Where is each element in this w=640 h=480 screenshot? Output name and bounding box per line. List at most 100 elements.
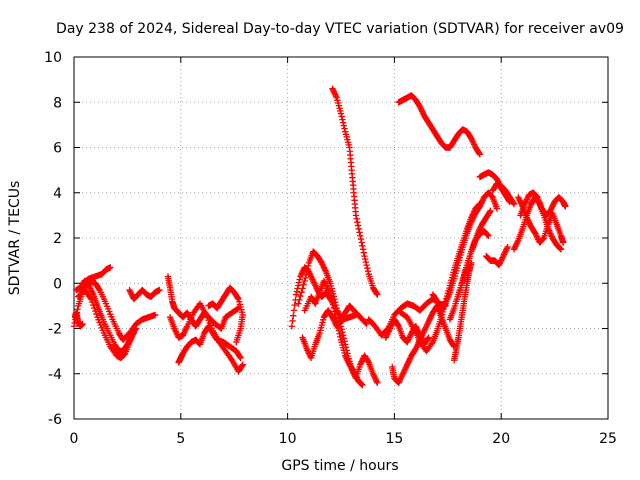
data-point — [362, 319, 369, 327]
series-track-01 — [70, 277, 159, 344]
series-track-27 — [489, 180, 518, 208]
series-track-14 — [299, 302, 370, 362]
series-track-07 — [164, 273, 242, 332]
x-tick-label: 10 — [279, 431, 297, 447]
y-tick-label: -2 — [48, 322, 62, 338]
data-point — [329, 298, 336, 305]
y-tick-label: 0 — [53, 276, 62, 292]
series-track-30 — [515, 194, 567, 246]
data-point — [510, 200, 518, 208]
data-point — [297, 292, 304, 300]
data-point — [339, 119, 347, 126]
data-point — [475, 149, 483, 157]
data-point — [341, 125, 348, 132]
data-point — [352, 212, 360, 219]
x-tick-label: 20 — [492, 431, 510, 447]
data-point — [357, 235, 365, 243]
data-point — [358, 239, 365, 246]
data-point — [70, 323, 78, 330]
y-axis-label: SDTVAR / TECUs — [7, 181, 23, 296]
data-point — [557, 246, 565, 253]
y-tick-label: 4 — [53, 186, 62, 202]
data-point — [487, 207, 494, 215]
data-point — [359, 246, 367, 253]
data-point — [298, 289, 305, 296]
data-point — [364, 358, 372, 365]
data-point — [296, 296, 303, 304]
data-point — [291, 301, 298, 309]
series-track-13 — [301, 277, 366, 389]
data-point — [238, 362, 246, 370]
data-point — [340, 122, 348, 129]
data-point — [361, 252, 368, 260]
series-track-24 — [451, 259, 475, 364]
data-point — [373, 290, 380, 297]
data-point — [484, 231, 491, 239]
data-point — [92, 307, 99, 315]
data-point — [239, 361, 246, 368]
data-point — [302, 274, 309, 282]
data-point — [557, 245, 564, 252]
data-point — [107, 264, 114, 271]
data-point — [234, 294, 241, 302]
series-track-21 — [429, 189, 501, 314]
data-point — [329, 301, 337, 308]
data-point — [331, 308, 338, 315]
series-track-26 — [483, 243, 511, 269]
y-tick-labels: -6 -4 -2 0 2 4 6 8 10 — [44, 50, 62, 428]
data-point — [290, 307, 298, 314]
data-point — [358, 381, 365, 388]
data-point — [359, 381, 366, 389]
y-tick-label: -4 — [48, 367, 62, 383]
data-point — [486, 208, 494, 216]
data-point — [295, 282, 302, 289]
data-point — [299, 285, 306, 292]
data-point — [476, 151, 484, 158]
data-point — [300, 281, 307, 288]
data-point — [360, 249, 367, 256]
data-point — [424, 335, 432, 342]
data-point — [156, 286, 163, 294]
data-point — [504, 243, 511, 251]
data-point — [337, 333, 344, 340]
data-point — [540, 235, 547, 242]
x-tick-labels: 0 5 10 15 20 25 — [70, 431, 617, 447]
data-point — [335, 327, 343, 334]
data-point — [363, 261, 370, 269]
data-point — [151, 311, 159, 319]
series-track-09 — [175, 323, 244, 366]
x-tick-label: 15 — [385, 431, 403, 447]
series-track-04 — [79, 264, 114, 287]
data-point — [485, 232, 492, 239]
data-point — [334, 310, 342, 318]
data-point — [91, 304, 98, 312]
data-point — [337, 110, 345, 117]
series-track-29 — [517, 189, 569, 219]
data-point — [364, 267, 372, 275]
data-point — [236, 353, 244, 360]
data-point — [301, 277, 308, 285]
data-point — [234, 305, 241, 313]
data-point — [364, 264, 371, 272]
data-point — [74, 306, 81, 313]
series-track-12 — [295, 248, 381, 386]
data-point — [330, 304, 338, 312]
series-track-16 — [365, 295, 449, 339]
data-point — [303, 268, 311, 276]
x-tick-label: 25 — [599, 431, 617, 447]
data-point — [559, 239, 567, 246]
x-tick-label: 0 — [70, 431, 79, 447]
y-tick-label: 6 — [53, 141, 62, 157]
data-point — [510, 199, 517, 207]
data-point — [493, 205, 501, 212]
data-point — [237, 354, 244, 362]
data-point — [339, 116, 346, 123]
series-track-10 — [205, 284, 246, 346]
data-point — [295, 300, 302, 307]
data-point — [132, 326, 139, 333]
data-point — [293, 288, 301, 295]
data-point — [90, 301, 97, 309]
scatter-series — [70, 85, 569, 389]
y-tick-label: -6 — [48, 412, 62, 428]
